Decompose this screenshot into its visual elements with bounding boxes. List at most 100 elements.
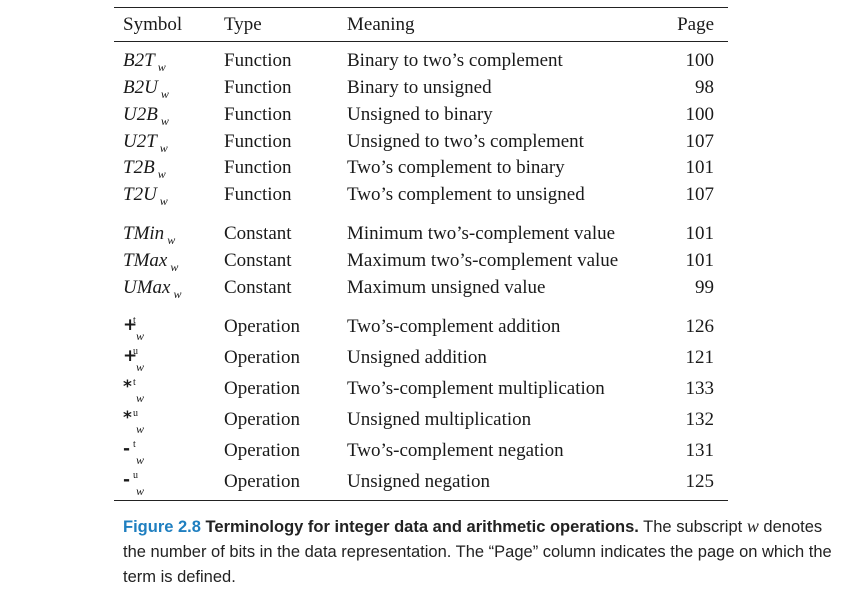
row-type: Constant (224, 277, 292, 298)
symbol-name: U2T (123, 131, 157, 152)
operator-base: * (123, 408, 132, 428)
row-meaning: Two’s-complement addition (347, 316, 561, 337)
operator-superscript: u (133, 346, 138, 357)
symbol-name: TMax (123, 250, 168, 271)
operator-base: * (123, 377, 132, 397)
symbol-subscript: w (159, 141, 168, 155)
symbol-name: T2B (123, 157, 155, 178)
table-top-rule (114, 7, 728, 8)
header-symbol: Symbol (123, 14, 183, 35)
operator-symbol: + t w (123, 315, 163, 343)
operator-base: + (123, 346, 138, 366)
symbol-subscript: w (157, 60, 166, 74)
row-symbol: T2U w (123, 184, 168, 212)
row-meaning: Two’s-complement negation (347, 440, 564, 461)
row-meaning: Binary to unsigned (347, 77, 492, 98)
caption-label: Figure 2.8 (123, 518, 201, 536)
row-symbol: TMax w (123, 250, 178, 278)
row-page: 98 (695, 77, 714, 98)
operator-base: + (123, 315, 138, 335)
row-page: 99 (695, 277, 714, 298)
row-meaning: Unsigned multiplication (347, 409, 532, 430)
operator-subscript: w (136, 360, 145, 374)
operator-subscript: w (136, 453, 145, 467)
operator-superscript: t (133, 377, 136, 388)
row-type: Function (224, 157, 292, 178)
row-page: 133 (685, 378, 715, 399)
row-type: Constant (224, 223, 292, 244)
row-meaning: Unsigned negation (347, 471, 491, 492)
table-bottom-rule (114, 500, 728, 501)
symbol-subscript: w (173, 287, 182, 301)
symbol-name: B2U (123, 77, 158, 98)
row-meaning: Binary to two’s complement (347, 50, 563, 71)
row-meaning: Maximum two’s-complement value (347, 250, 619, 271)
row-meaning: Unsigned to two’s complement (347, 131, 584, 152)
row-meaning: Two’s complement to binary (347, 157, 565, 178)
header-page: Page (677, 14, 714, 35)
operator-superscript: t (133, 439, 136, 450)
caption-text-2: denotes the number of bits in the data r… (123, 518, 832, 586)
header-meaning: Meaning (347, 14, 415, 35)
operator-superscript: t (133, 315, 136, 326)
operator-symbol: + u w (123, 346, 163, 374)
operator-subscript: w (136, 391, 145, 405)
row-symbol: B2T w (123, 50, 166, 78)
row-type: Function (224, 77, 292, 98)
row-page: 100 (685, 104, 715, 125)
row-symbol: B2U w (123, 77, 169, 105)
row-symbol: U2B w (123, 104, 169, 132)
operator-symbol: * t w (123, 377, 163, 405)
row-meaning: Unsigned addition (347, 347, 487, 368)
row-page: 101 (685, 250, 715, 271)
row-type: Function (224, 131, 292, 152)
row-type: Operation (224, 409, 300, 430)
row-type: Operation (224, 471, 300, 492)
row-meaning: Unsigned to binary (347, 104, 493, 125)
row-page: 125 (685, 471, 715, 492)
row-page: 131 (685, 440, 715, 461)
table-header-rule (114, 41, 728, 42)
operator-subscript: w (136, 422, 145, 436)
row-meaning: Two’s-complement multiplication (347, 378, 605, 399)
operator-subscript: w (136, 329, 145, 343)
symbol-subscript: w (160, 87, 169, 101)
figure-caption: Figure 2.8 Terminology for integer data … (123, 514, 841, 590)
row-meaning: Minimum two’s-complement value (347, 223, 616, 244)
row-type: Operation (224, 316, 300, 337)
row-symbol: UMax w (123, 277, 182, 305)
row-symbol: + t w (123, 315, 163, 348)
operator-subscript: w (136, 484, 145, 498)
operator-base: - (123, 470, 131, 490)
caption-title: Terminology for integer data and arithme… (205, 518, 639, 536)
operator-symbol: * u w (123, 408, 163, 436)
row-symbol: + u w (123, 346, 163, 379)
row-type: Operation (224, 378, 300, 399)
row-page: 121 (685, 347, 715, 368)
symbol-subscript: w (167, 233, 176, 247)
caption-text-1: The subscript (638, 518, 747, 536)
symbol-name: UMax (123, 277, 171, 298)
symbol-subscript: w (157, 167, 166, 181)
row-type: Operation (224, 347, 300, 368)
row-type: Operation (224, 440, 300, 461)
row-symbol: * u w (123, 408, 163, 441)
row-page: 132 (685, 409, 715, 430)
operator-base: - (123, 439, 131, 459)
row-page: 126 (685, 316, 715, 337)
header-type: Type (224, 14, 262, 35)
operator-superscript: u (133, 408, 138, 419)
row-symbol: * t w (123, 377, 163, 410)
symbol-name: B2T (123, 50, 155, 71)
symbol-subscript: w (160, 114, 169, 128)
row-type: Function (224, 50, 292, 71)
symbol-name: TMin (123, 223, 165, 244)
row-page: 107 (685, 131, 715, 152)
row-symbol: TMin w (123, 223, 175, 251)
symbol-name: T2U (123, 184, 157, 205)
row-page: 107 (685, 184, 715, 205)
